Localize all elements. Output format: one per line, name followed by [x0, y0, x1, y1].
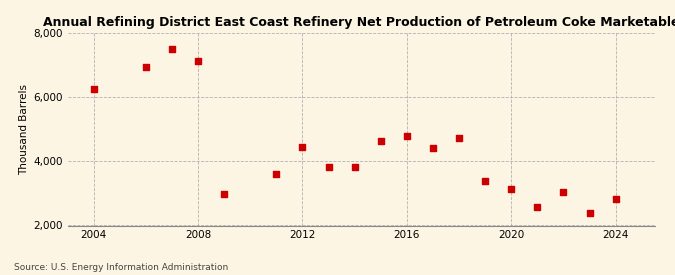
Y-axis label: Thousand Barrels: Thousand Barrels	[19, 84, 29, 175]
Point	[454, 136, 464, 141]
Point	[610, 197, 621, 201]
Point	[192, 59, 203, 64]
Point	[506, 186, 516, 191]
Point	[323, 164, 334, 169]
Point	[167, 47, 178, 51]
Point	[584, 211, 595, 216]
Text: Source: U.S. Energy Information Administration: Source: U.S. Energy Information Administ…	[14, 263, 227, 272]
Point	[480, 178, 491, 183]
Point	[88, 86, 99, 91]
Point	[219, 192, 230, 196]
Title: Annual Refining District East Coast Refinery Net Production of Petroleum Coke Ma: Annual Refining District East Coast Refi…	[43, 16, 675, 29]
Point	[271, 171, 281, 176]
Point	[349, 165, 360, 169]
Point	[558, 190, 569, 194]
Point	[402, 133, 412, 138]
Point	[375, 139, 386, 144]
Point	[297, 145, 308, 149]
Point	[427, 145, 438, 150]
Point	[532, 204, 543, 209]
Point	[140, 65, 151, 69]
